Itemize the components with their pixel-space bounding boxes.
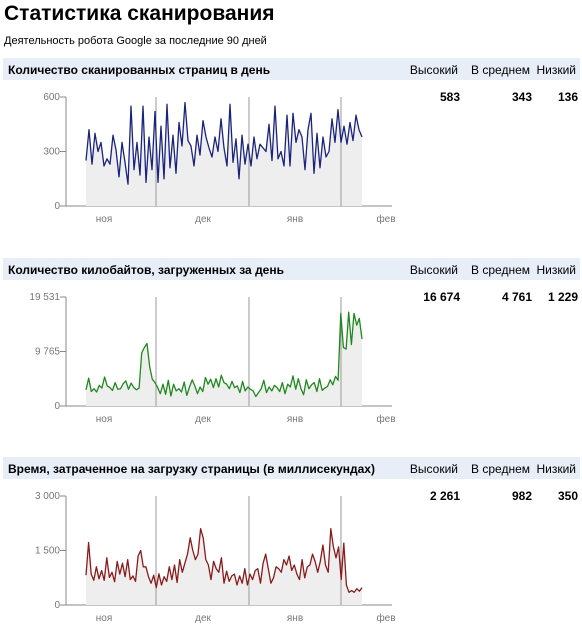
section-header: Количество сканированных страниц в день …	[3, 58, 580, 80]
y-tick-label: 0	[54, 201, 60, 212]
col-header-high: Высокий	[409, 263, 458, 277]
section-title: Количество сканированных страниц в день	[8, 63, 271, 77]
x-tick-label: дек	[195, 214, 211, 225]
col-header-low: Низкий	[536, 263, 576, 277]
stat-avg-value: 343	[511, 90, 532, 104]
series-line	[85, 311, 363, 398]
y-tick-label: 0	[54, 401, 60, 412]
stat-low-value: 136	[557, 90, 578, 104]
y-tick-label: 19 531	[29, 292, 60, 303]
x-tick-label: фев	[376, 413, 395, 425]
series-area	[86, 102, 362, 206]
section-title: Количество килобайтов, загруженных за де…	[8, 263, 284, 277]
x-tick-label: дек	[195, 613, 211, 624]
section-header: Время, затраченное на загрузку страницы …	[3, 457, 580, 479]
stat-high-value: 2 261	[429, 489, 460, 503]
stat-low-value: 1 229	[547, 290, 578, 304]
series-line	[85, 528, 363, 593]
stat-high-value: 16 674	[423, 290, 460, 304]
col-header-avg: В среднем	[471, 263, 530, 277]
stat-low-value: 350	[557, 489, 578, 503]
x-tick-label: ноя	[96, 613, 113, 624]
x-tick-label: ноя	[96, 414, 113, 425]
stat-avg-value: 4 761	[501, 290, 532, 304]
y-tick-label: 1 500	[35, 546, 60, 557]
download-time-section: Время, затраченное на загрузку страницы …	[0, 457, 582, 637]
x-tick-label: фев	[376, 213, 395, 225]
y-tick-label: 0	[54, 600, 60, 611]
y-tick-label: 3 000	[35, 491, 60, 502]
stat-avg-value: 982	[511, 489, 532, 503]
x-tick-label: ноя	[96, 214, 113, 225]
x-tick-label: янв	[287, 414, 303, 425]
pages-per-day-chart: 0 300 600 ноя дек янв фев	[43, 92, 395, 225]
series-area	[86, 528, 362, 605]
series-line	[85, 101, 363, 185]
y-tick-label: 300	[43, 147, 60, 158]
x-tick-label: янв	[287, 613, 303, 624]
col-header-high: Высокий	[409, 462, 458, 476]
stat-high-value: 583	[439, 90, 460, 104]
x-tick-label: дек	[195, 414, 211, 425]
download-time-chart: 0 1 500 3 000 ноя дек янв фев	[35, 491, 396, 624]
page-title: Статистика сканирования	[4, 2, 275, 25]
page-subtitle: Деятельность робота Google за последние …	[4, 35, 267, 47]
col-header-avg: В среднем	[471, 462, 530, 476]
crawl-pages-section: Количество сканированных страниц в день …	[0, 58, 582, 238]
series-area	[86, 312, 362, 406]
y-tick-label: 9 765	[35, 347, 60, 358]
x-tick-label: янв	[287, 214, 303, 225]
section-header: Количество килобайтов, загруженных за де…	[3, 258, 580, 280]
kilobytes-per-day-chart: 0 9 765 19 531 ноя дек янв фев	[29, 292, 395, 425]
col-header-avg: В среднем	[471, 63, 530, 77]
y-tick-label: 600	[43, 92, 60, 103]
col-header-high: Высокий	[409, 63, 458, 77]
x-tick-label: фев	[376, 612, 395, 624]
col-header-low: Низкий	[536, 462, 576, 476]
kilobytes-section: Количество килобайтов, загруженных за де…	[0, 258, 582, 438]
section-title: Время, затраченное на загрузку страницы …	[8, 462, 375, 476]
col-header-low: Низкий	[536, 63, 576, 77]
